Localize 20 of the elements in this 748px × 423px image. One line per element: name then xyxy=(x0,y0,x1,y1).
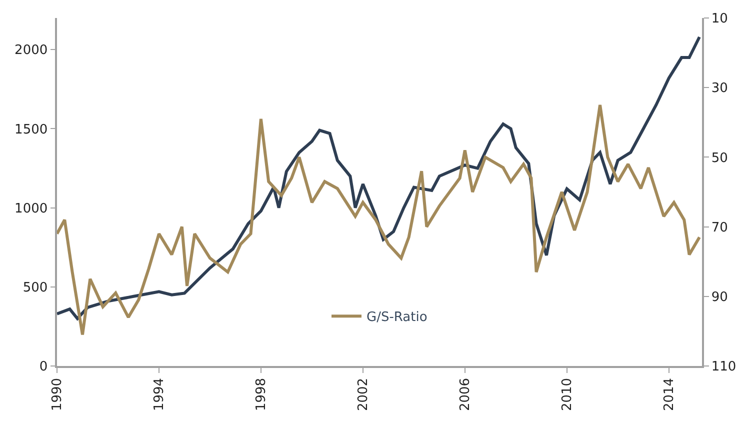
y2-tick-label: 90 xyxy=(711,290,728,305)
y-tick-label: 2000 xyxy=(14,43,48,58)
x-tick-label: 1998 xyxy=(254,378,270,412)
y2-tick-label: 110 xyxy=(711,360,736,375)
legend-label: G/S-Ratio xyxy=(366,310,428,326)
x-tick-label: 1994 xyxy=(152,378,168,412)
x-tick-label: 1990 xyxy=(50,378,66,412)
y2-tick-label: 30 xyxy=(711,81,728,96)
line-series xyxy=(57,104,701,336)
y-tick-label: 1000 xyxy=(14,201,48,216)
x-tick-label: 2006 xyxy=(458,378,474,412)
y-tick-label: 1500 xyxy=(14,122,48,138)
x-tick-label: 2014 xyxy=(662,378,678,412)
x-tick-label: 2002 xyxy=(356,378,372,412)
y2-tick-label: 70 xyxy=(711,220,728,236)
y2-tick-label: 10 xyxy=(711,12,728,27)
x-tick-label: 2010 xyxy=(560,378,576,412)
y-tick-label: 500 xyxy=(22,280,48,296)
y2-tick-label: 50 xyxy=(711,150,728,166)
y-tick-label: 0 xyxy=(39,360,48,375)
